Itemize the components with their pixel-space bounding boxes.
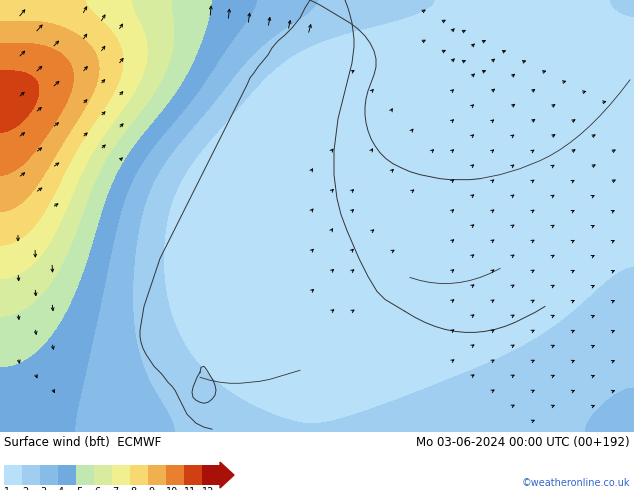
- Bar: [58, 465, 76, 485]
- Text: Mo 03-06-2024 00:00 UTC (00+192): Mo 03-06-2024 00:00 UTC (00+192): [417, 436, 630, 449]
- Bar: [94, 465, 112, 485]
- Text: 6: 6: [94, 487, 100, 490]
- Text: 4: 4: [58, 487, 64, 490]
- Text: 10: 10: [166, 487, 178, 490]
- Text: 2: 2: [22, 487, 29, 490]
- Text: 9: 9: [148, 487, 154, 490]
- Bar: [112, 465, 130, 485]
- Text: 11: 11: [184, 487, 197, 490]
- Text: 8: 8: [130, 487, 136, 490]
- Bar: [76, 465, 94, 485]
- Text: 1: 1: [4, 487, 10, 490]
- Text: Surface wind (bft)  ECMWF: Surface wind (bft) ECMWF: [4, 436, 161, 449]
- Bar: [166, 465, 184, 485]
- Bar: [184, 465, 202, 485]
- Bar: [4, 465, 22, 485]
- Text: 5: 5: [76, 487, 82, 490]
- Text: 12: 12: [202, 487, 214, 490]
- FancyArrow shape: [220, 462, 234, 488]
- Bar: [40, 465, 58, 485]
- Text: 7: 7: [112, 487, 119, 490]
- Text: ©weatheronline.co.uk: ©weatheronline.co.uk: [522, 478, 630, 488]
- Text: 3: 3: [40, 487, 46, 490]
- Bar: [202, 465, 220, 485]
- Bar: [22, 465, 40, 485]
- Bar: [130, 465, 148, 485]
- Bar: [148, 465, 166, 485]
